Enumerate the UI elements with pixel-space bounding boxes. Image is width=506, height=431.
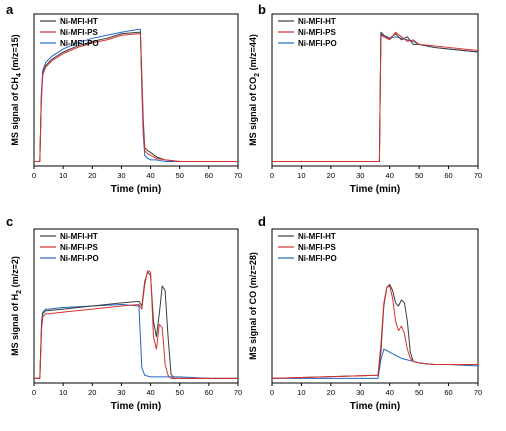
x-tick-label: 0 — [32, 171, 36, 180]
x-axis-title: Time (min) — [111, 184, 161, 195]
x-tick-label: 0 — [270, 171, 274, 180]
x-tick-label: 30 — [117, 171, 125, 180]
panel-letter: d — [258, 214, 266, 229]
legend-label: Ni-MFI-HT — [60, 17, 98, 26]
y-axis-title-suffix: (m/z=2) — [10, 256, 20, 290]
x-axis-title: Time (min) — [111, 401, 161, 412]
panel-c: c 0 10 20 30 40 50 60 70 Time (min) MS signal of H… — [6, 214, 242, 412]
y-axis-title-main: MS signal of CO — [248, 77, 258, 146]
y-axis-title: MS signal of CH4 (m/z=15) — [10, 34, 23, 145]
plot-frame — [33, 228, 239, 384]
x-tick-label: 20 — [327, 171, 335, 180]
legend-label: Ni-MFI-PO — [298, 39, 337, 48]
plot-frame — [271, 228, 479, 384]
y-axis-title-main: MS signal of CO (m/z=28) — [248, 252, 258, 360]
x-tick-label: 20 — [327, 388, 335, 397]
series-line-ni-mfi-po — [34, 303, 238, 379]
x-tick-label: 0 — [270, 388, 274, 397]
x-tick-label: 30 — [356, 388, 364, 397]
series-line-ni-mfi-ht — [272, 31, 479, 162]
y-axis-title-subscript: 2 — [254, 73, 261, 77]
plot-frame — [33, 13, 239, 167]
legend-label: Ni-MFI-PS — [298, 28, 336, 37]
x-tick-label: 60 — [444, 388, 452, 397]
y-axis-title: MS signal of H2 (m/z=2) — [10, 256, 23, 356]
x-tick-label: 20 — [88, 171, 96, 180]
legend-label: Ni-MFI-HT — [60, 232, 98, 241]
x-axis-title: Time (min) — [350, 401, 400, 412]
y-axis-title-subscript: 2 — [16, 290, 23, 294]
x-tick-label: 50 — [176, 171, 184, 180]
x-tick-label: 60 — [205, 388, 213, 397]
series-line-ni-mfi-ps — [272, 31, 479, 162]
series-line-ni-mfi-po — [272, 348, 479, 379]
panel-letter: b — [258, 2, 266, 17]
series-line-ni-mfi-ps — [34, 270, 238, 379]
x-tick-label: 30 — [117, 388, 125, 397]
x-tick-label: 40 — [386, 171, 394, 180]
panel-b: b 0 10 20 30 40 50 60 70 Time (min) MS signal of C… — [248, 2, 482, 195]
x-tick-label: 70 — [234, 388, 242, 397]
x-tick-label: 60 — [205, 171, 213, 180]
x-tick-label: 30 — [356, 171, 364, 180]
plot-frame — [271, 13, 479, 167]
legend-label: Ni-MFI-PO — [60, 39, 99, 48]
series-line-ni-mfi-ht — [34, 31, 238, 162]
panel-a: a 0 10 20 30 40 50 60 70 Time (min) MS signal of C… — [6, 2, 242, 195]
x-tick-label: 70 — [474, 171, 482, 180]
x-tick-label: 10 — [297, 388, 305, 397]
x-tick-label: 50 — [176, 388, 184, 397]
legend-label: Ni-MFI-HT — [298, 17, 336, 26]
y-axis-title-subscript: 4 — [16, 73, 23, 77]
x-tick-label: 0 — [32, 388, 36, 397]
legend-label: Ni-MFI-HT — [298, 232, 336, 241]
x-tick-label: 40 — [146, 171, 154, 180]
x-tick-label: 50 — [415, 388, 423, 397]
series-line-ni-mfi-po — [34, 28, 238, 162]
panel-d: d 0 10 20 30 40 50 60 70 Time (min) MS signal of C… — [248, 214, 482, 412]
legend-label: Ni-MFI-PS — [60, 243, 98, 252]
series-line-ni-mfi-ps — [271, 285, 478, 379]
y-axis-title-main: MS signal of CH — [10, 77, 20, 146]
legend-label: Ni-MFI-PS — [298, 243, 336, 252]
x-tick-label: 70 — [474, 388, 482, 397]
y-axis-title: MS signal of CO (m/z=28) — [248, 252, 258, 360]
y-axis-title-suffix: (m/z=44) — [248, 34, 258, 73]
x-tick-label: 40 — [146, 388, 154, 397]
x-tick-label: 70 — [234, 171, 242, 180]
x-tick-label: 40 — [386, 388, 394, 397]
x-tick-label: 20 — [88, 388, 96, 397]
y-axis-title-main: MS signal of H — [10, 294, 20, 356]
panel-letter: c — [6, 214, 13, 229]
x-axis-title: Time (min) — [350, 184, 400, 195]
legend-label: Ni-MFI-PO — [298, 254, 337, 263]
x-tick-label: 60 — [444, 171, 452, 180]
panel-letter: a — [6, 2, 14, 17]
legend-label: Ni-MFI-PS — [60, 28, 98, 37]
legend-label: Ni-MFI-PO — [60, 254, 99, 263]
x-tick-label: 50 — [415, 171, 423, 180]
series-line-ni-mfi-ps — [34, 33, 238, 162]
series-line-ni-mfi-ht — [34, 271, 238, 379]
x-tick-label: 10 — [59, 171, 67, 180]
series-line-ni-mfi-po — [272, 33, 479, 162]
y-axis-title: MS signal of CO2 (m/z=44) — [248, 34, 261, 146]
x-tick-label: 10 — [59, 388, 67, 397]
y-axis-title-suffix: (m/z=15) — [10, 34, 20, 73]
x-tick-label: 10 — [297, 171, 305, 180]
